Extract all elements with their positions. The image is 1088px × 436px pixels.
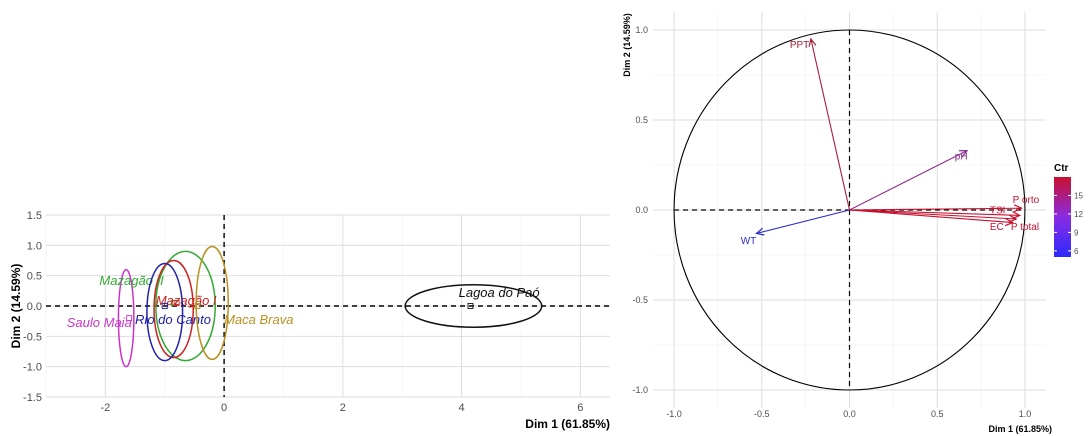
x-axis-label: Dim 1 (61.85%) bbox=[525, 417, 610, 431]
variable-label-ppt: PPT bbox=[790, 40, 809, 51]
group-center-maca-brava bbox=[194, 303, 201, 309]
colorbar-tick-label: 9 bbox=[1074, 228, 1079, 237]
y-tick-label: 0.5 bbox=[27, 271, 42, 283]
variable-label-ph: pH bbox=[955, 152, 968, 163]
group-center-mazag-o-ii bbox=[170, 300, 177, 306]
y-tick-label: -0.5 bbox=[23, 331, 42, 343]
confidence-ellipse-maca-brava bbox=[195, 245, 230, 361]
y-tick-label: -1.0 bbox=[632, 385, 648, 395]
variable-label-p-orto: P orto bbox=[1013, 195, 1040, 206]
group-label-lagoa-do-pa-: Lagoa do Paó bbox=[459, 285, 540, 300]
group-label-mazag-o-i: Mazagão I bbox=[156, 293, 217, 308]
colorbar-gradient bbox=[1054, 177, 1071, 257]
y-axis-label: Dim 2 (14.59%) bbox=[622, 13, 632, 77]
confidence-ellipse-lagoa-do-pa- bbox=[404, 284, 543, 328]
group-center-mazag-o-i bbox=[173, 300, 180, 306]
group-center-lagoa-do-pa- bbox=[467, 303, 474, 309]
variable-label-tsi: TSI bbox=[990, 206, 1006, 217]
group-label-mazag-o-ii: Mazagão II bbox=[99, 273, 164, 288]
x-tick-label: 0 bbox=[221, 402, 227, 414]
x-tick-label: 0.5 bbox=[931, 409, 944, 419]
y-tick-label: -1.5 bbox=[23, 392, 42, 404]
confidence-ellipse-saulo-maia bbox=[117, 268, 135, 368]
group-label-saulo-maia: Saulo Maia bbox=[67, 315, 132, 330]
y-tick-label: 1.5 bbox=[27, 210, 42, 222]
variable-label-p-total: P total bbox=[1011, 222, 1039, 233]
arrowhead-wt bbox=[755, 227, 765, 236]
arrow-p-total bbox=[849, 209, 1017, 220]
arrowhead-ph bbox=[959, 149, 969, 158]
variable-label-wt: WT bbox=[741, 236, 757, 247]
group-center-saulo-maia bbox=[126, 315, 133, 322]
colorbar-tick-label: 15 bbox=[1074, 191, 1083, 200]
colorbar-tick-label: 12 bbox=[1074, 210, 1083, 219]
arrowhead-ppt bbox=[808, 37, 817, 47]
x-tick-label: -1.0 bbox=[666, 409, 682, 419]
arrowhead-p-orto bbox=[1013, 204, 1023, 213]
arrow-ph bbox=[849, 150, 968, 211]
variables-chart: -1.0 -0.5 0.0 0.5 1.0 -1.0 -0.5 0.0 0.5 1.0 Dim 1 … bbox=[622, 12, 1083, 434]
y-tick-label: -0.5 bbox=[632, 295, 648, 305]
x-tick-label: -2 bbox=[100, 402, 110, 414]
y-tick-label: -1.0 bbox=[23, 362, 42, 374]
x-tick-label: 2 bbox=[340, 402, 346, 414]
x-tick-label: 1.0 bbox=[1019, 409, 1032, 419]
arrowhead-ec bbox=[1004, 218, 1015, 227]
confidence-ellipse-mazag-o-i bbox=[153, 259, 194, 359]
individuals-chart: -2 0 2 4 6 -1.5 -1.0 -0.5 0.0 0.5 1.0 1.5 Dim 1 (61.… bbox=[9, 210, 610, 431]
x-axis-label: Dim 1 (61.85%) bbox=[988, 424, 1052, 434]
x-tick-label: 0.0 bbox=[843, 409, 856, 419]
y-tick-label: 0.5 bbox=[635, 115, 648, 125]
colorbar-tick-label: 6 bbox=[1074, 247, 1079, 256]
group-center-rio-do-canto bbox=[161, 303, 168, 309]
x-tick-label: 6 bbox=[577, 402, 583, 414]
y-tick-label: 0.0 bbox=[635, 205, 648, 215]
group-label-rio-do-canto: Rio do Canto bbox=[135, 312, 211, 327]
y-tick-label: 1.0 bbox=[27, 240, 42, 252]
group-label-maca-brava: Maca Brava bbox=[224, 312, 293, 327]
colorbar-title: Ctr bbox=[1054, 163, 1069, 174]
arrow-tsi bbox=[849, 209, 1020, 216]
arrow-wt bbox=[756, 209, 850, 234]
arrow-p-orto bbox=[849, 207, 1022, 211]
x-tick-label: 4 bbox=[459, 402, 465, 414]
confidence-ellipse-rio-do-canto bbox=[146, 262, 184, 362]
arrow-ppt bbox=[810, 38, 851, 211]
y-tick-label: 0.0 bbox=[27, 301, 42, 313]
y-tick-label: 1.0 bbox=[635, 25, 648, 35]
x-tick-label: -0.5 bbox=[754, 409, 770, 419]
y-axis-label: Dim 2 (14.59%) bbox=[9, 264, 23, 349]
arrow-ec bbox=[849, 209, 1013, 224]
confidence-ellipse-mazag-o-ii bbox=[155, 250, 216, 362]
variable-label-ec: EC bbox=[990, 222, 1004, 233]
arrowhead-p-total bbox=[1008, 214, 1018, 223]
